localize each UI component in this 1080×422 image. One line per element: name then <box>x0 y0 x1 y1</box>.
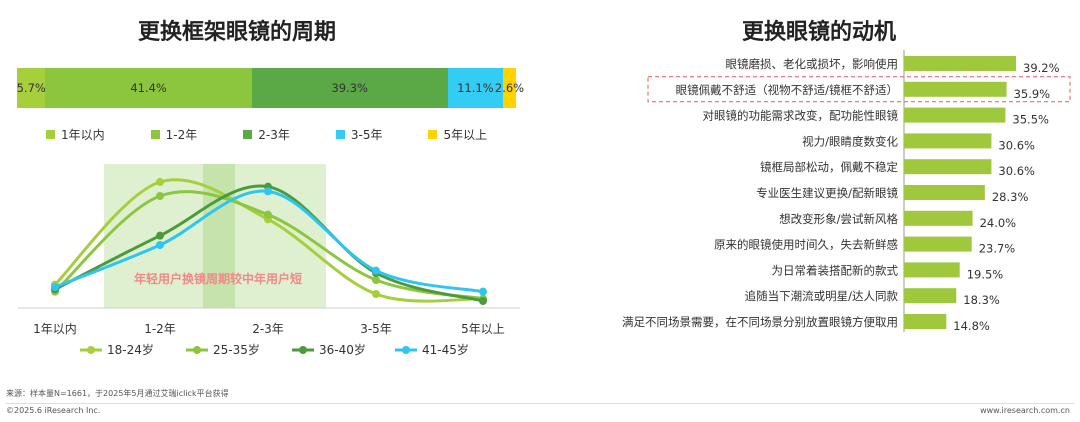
stacked-bar-legend: 1年以内 1-2年 2-3年 3-5年 5年以上 <box>46 126 533 143</box>
motive-bar <box>904 236 972 252</box>
legend-swatch <box>428 130 438 139</box>
series-point <box>372 290 380 298</box>
x-tick-label: 2-3年 <box>252 322 284 336</box>
website-url: www.iresearch.com.cn <box>980 406 1070 415</box>
legend-item: 3-5年 <box>335 126 383 143</box>
source-note: 来源：样本量N=1661，于2025年5月通过艾瑞iclick平台获得 <box>6 389 229 398</box>
series-point <box>479 297 487 305</box>
motive-bar <box>904 159 992 175</box>
motive-bar <box>904 210 973 226</box>
legend-label: 25-35岁 <box>213 342 260 357</box>
legend-item: 5年以上 <box>428 126 487 143</box>
motive-label: 想改变形象/尝试新风格 <box>779 212 898 226</box>
series-point <box>51 283 59 291</box>
motive-bar <box>904 314 947 329</box>
motive-bar <box>904 81 1007 97</box>
legend-swatch <box>335 130 345 139</box>
series-point <box>156 231 164 240</box>
series-point <box>372 266 380 275</box>
motive-bar <box>904 262 960 278</box>
motive-value-label: 28.3% <box>992 190 1029 204</box>
motive-value-label: 35.9% <box>1014 87 1051 101</box>
motive-label: 镜框局部松动，佩戴不稳定 <box>760 160 898 174</box>
series-point <box>264 187 272 196</box>
motive-label: 眼镜佩戴不舒适（视物不舒适/镜框不舒适） <box>676 83 898 97</box>
legend-swatch <box>46 130 55 139</box>
stacked-segment-0: 5.7% <box>16 68 46 108</box>
x-tick-label: 1年以内 <box>33 322 77 336</box>
footer-divider <box>6 403 1074 404</box>
legend-item: 1-2年 <box>150 126 198 143</box>
motive-bar <box>904 288 957 304</box>
legend-label: 1-2年 <box>165 128 198 142</box>
line-chart: 年轻用户换镜周期较中年用户短 1年以内 1-2年 2-3年 3-5年 5年以上 18-24岁… <box>18 164 520 357</box>
motive-value-label: 30.6% <box>998 164 1035 178</box>
stacked-segment-1: 41.4% <box>45 68 252 108</box>
x-tick-label: 3-5年 <box>360 322 392 336</box>
legend-marker <box>299 346 307 354</box>
legend-item: 1年以内 <box>46 126 105 143</box>
stacked-segment-label: 5.7% <box>16 81 46 95</box>
legend-swatch <box>150 130 160 139</box>
stacked-bar: 5.7% 41.4% 39.3% 11.1% 2.6% <box>16 68 524 108</box>
motive-label: 满足不同场景需要，在不同场景分别放置眼镜方便取用 <box>622 315 898 329</box>
series-point <box>372 276 380 284</box>
motive-value-label: 39.2% <box>1023 61 1060 75</box>
motive-value-label: 30.6% <box>998 138 1035 152</box>
motive-label: 眼镜磨损、老化或损坏，影响使用 <box>726 57 899 71</box>
motive-value-label: 14.8% <box>953 319 990 333</box>
motive-value-label: 24.0% <box>980 216 1017 230</box>
legend-label: 3-5年 <box>350 128 383 142</box>
series-point <box>479 287 487 296</box>
motive-bar <box>904 133 992 149</box>
legend-swatch <box>243 130 253 139</box>
stacked-segment-2: 39.3% <box>251 68 448 108</box>
motive-label: 对眼镜的功能需求改变，配功能性眼镜 <box>703 109 899 123</box>
motive-label: 视力/眼睛度数变化 <box>802 134 898 148</box>
stacked-segment-4: 2.6% <box>495 68 524 108</box>
legend-item: 2-3年 <box>243 126 290 143</box>
legend-label: 18-24岁 <box>107 342 154 357</box>
stacked-segment-label: 41.4% <box>130 81 167 95</box>
motive-label: 追随当下潮流或明星/达人同款 <box>745 289 899 303</box>
legend-marker <box>193 346 201 354</box>
stacked-segment-label: 11.1% <box>457 81 494 95</box>
x-tick-label: 5年以上 <box>461 322 505 336</box>
motive-bar <box>904 107 1006 123</box>
stacked-segment-label: 2.6% <box>494 81 525 95</box>
legend-label: 36-40岁 <box>319 342 366 357</box>
motive-label: 原来的眼镜使用时间久，失去新鲜感 <box>714 238 898 252</box>
series-point <box>156 192 164 200</box>
right-chart-title: 更换眼镜的动机 <box>742 20 897 45</box>
legend-marker <box>87 346 95 354</box>
legend-label: 41-45岁 <box>422 342 469 357</box>
stacked-segment-label: 39.3% <box>331 81 368 95</box>
chart-annotation: 年轻用户换镜周期较中年用户短 <box>134 271 302 286</box>
legend-label: 5年以上 <box>443 128 488 142</box>
highlight-box <box>647 76 1071 103</box>
series-point <box>264 210 272 219</box>
motive-bar <box>904 56 1016 71</box>
x-tick-label: 1-2年 <box>144 322 176 336</box>
motive-value-label: 23.7% <box>979 242 1016 256</box>
motive-value-label: 35.5% <box>1012 113 1049 127</box>
series-point <box>156 241 164 249</box>
left-chart-title: 更换框架眼镜的周期 <box>138 20 337 45</box>
motive-value-label: 19.5% <box>967 267 1004 281</box>
motive-label: 专业医生建议更换/配新眼镜 <box>756 186 898 200</box>
legend-label: 2-3年 <box>258 128 290 142</box>
legend-label: 1年以内 <box>61 128 105 142</box>
motive-value-label: 18.3% <box>963 293 1000 307</box>
series-point <box>156 178 164 186</box>
legend-marker <box>402 346 410 354</box>
motive-label: 为日常着装搭配新的款式 <box>772 263 899 277</box>
motive-bar-chart: 眼镜磨损、老化或损坏，影响使用 39.2% 眼镜佩戴不舒适（视物不舒适/镜框不舒适）… <box>622 50 1071 333</box>
stacked-segment-3: 11.1% <box>447 68 504 108</box>
motive-bar <box>904 185 985 200</box>
copyright: ©2025.6 iResearch Inc. <box>6 406 101 415</box>
